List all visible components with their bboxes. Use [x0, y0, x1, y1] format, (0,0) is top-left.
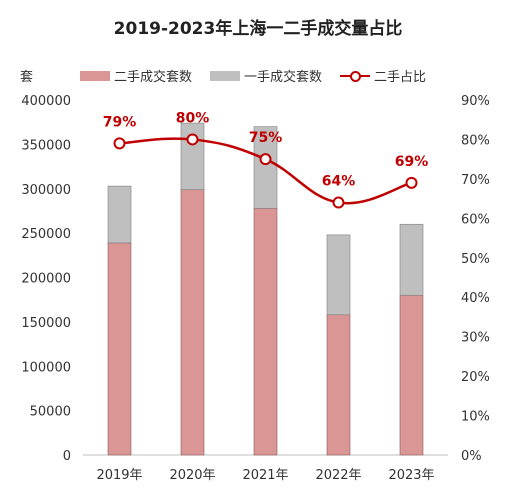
share-point: [332, 196, 345, 209]
legend-swatch-share: [340, 70, 371, 82]
x-tick-label: 2021年: [242, 468, 288, 483]
legend-swatch-first-hand: [210, 70, 241, 81]
share-point: [259, 153, 272, 166]
y-tick-label: 250000: [21, 227, 71, 242]
y2-tick-label: 0%: [461, 449, 482, 464]
share-data-label: 69%: [395, 154, 429, 170]
x-tick-label: 2020年: [169, 468, 215, 483]
y2-tick-label: 20%: [461, 370, 490, 385]
bar-second-hand: [326, 314, 351, 456]
y2-tick-label: 50%: [461, 252, 490, 267]
y2-tick-label: 90%: [461, 94, 490, 109]
legend-item-share: 二手占比: [340, 66, 426, 85]
x-tick-label: 2023年: [388, 468, 434, 483]
legend-label-second-hand: 二手成交套数: [114, 70, 193, 85]
y-tick-label: 100000: [21, 360, 71, 375]
y-tick-label: 150000: [21, 316, 71, 331]
bar-first-hand: [180, 122, 205, 190]
bar-second-hand: [253, 207, 278, 456]
y2-tick-label: 70%: [461, 173, 490, 188]
share-data-label: 80%: [176, 110, 210, 126]
share-data-label: 64%: [322, 174, 356, 190]
y-tick-label: 300000: [21, 183, 71, 198]
y2-tick-label: 30%: [461, 331, 490, 346]
y2-tick-label: 80%: [461, 133, 490, 148]
chart-legend: 二手成交套数 一手成交套数 二手占比: [80, 66, 444, 85]
chart-title: 2019-2023年上海一二手成交量占比: [113, 19, 403, 39]
y2-tick-label: 10%: [461, 410, 490, 425]
x-tick-label: 2022年: [315, 468, 361, 483]
legend-swatch-second-hand: [80, 70, 110, 81]
y-tick-label: 200000: [21, 272, 71, 287]
bar-second-hand: [107, 242, 132, 456]
share-point: [186, 133, 199, 146]
share-point: [405, 176, 418, 189]
x-tick-label: 2019年: [96, 468, 142, 483]
y-tick-label: 0: [63, 449, 71, 464]
y-tick-label: 50000: [30, 405, 71, 420]
legend-item-second-hand: 二手成交套数: [80, 66, 192, 85]
y2-tick-label: 60%: [461, 212, 490, 227]
bar-first-hand: [326, 234, 351, 316]
share-point: [113, 137, 126, 150]
bar-second-hand: [399, 294, 424, 456]
legend-label-first-hand: 一手成交套数: [244, 70, 323, 85]
legend-label-share: 二手占比: [374, 70, 427, 85]
y-tick-label: 350000: [21, 138, 71, 153]
bar-second-hand: [180, 189, 205, 456]
bar-first-hand: [399, 223, 424, 296]
bar-first-hand: [253, 126, 278, 209]
bar-first-hand: [107, 185, 132, 244]
legend-item-first-hand: 一手成交套数: [210, 66, 322, 85]
y-axis-unit-label: 套: [20, 70, 34, 85]
share-data-label: 79%: [103, 114, 137, 130]
y2-tick-label: 40%: [461, 291, 490, 306]
y-tick-label: 400000: [21, 94, 71, 109]
share-data-label: 75%: [249, 130, 283, 146]
